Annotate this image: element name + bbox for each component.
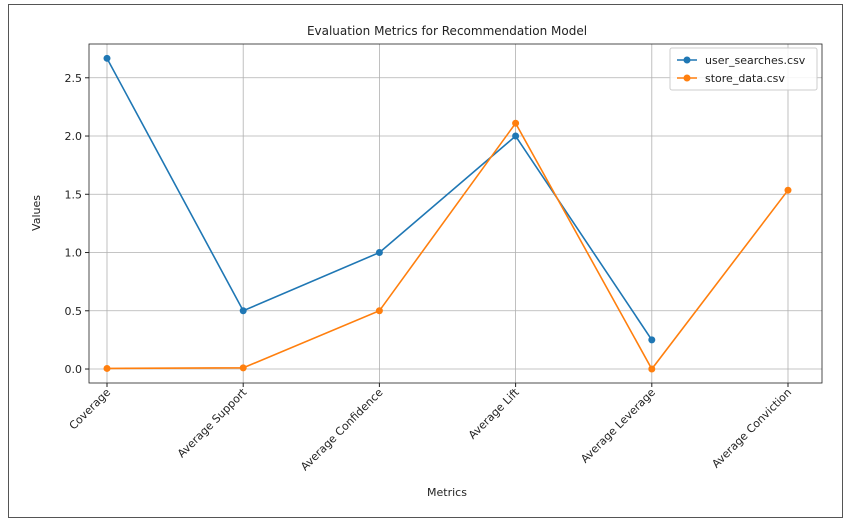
y-tick-label: 2.0: [65, 130, 83, 143]
x-tick-label: Average Conviction: [709, 386, 794, 471]
y-tick-label: 0.5: [65, 305, 83, 318]
legend-box: [669, 47, 818, 91]
y-tick-label: 1.0: [65, 247, 83, 260]
y-tick-label: 2.5: [65, 72, 83, 85]
x-tick-label: Average Confidence: [298, 386, 386, 474]
y-tick-label: 0.0: [65, 363, 83, 376]
chart-title: Evaluation Metrics for Recommendation Mo…: [307, 24, 587, 38]
plot-frame: [88, 43, 823, 384]
frame: [8, 4, 843, 518]
data-point: [375, 307, 383, 315]
data-point: [239, 364, 247, 372]
x-tick-label: Average Lift: [466, 385, 522, 441]
data-point: [103, 54, 111, 62]
legend-label: store_data.csv: [705, 72, 785, 85]
series-line: [106, 121, 789, 371]
data-point: [512, 119, 520, 127]
data-point: [784, 186, 792, 194]
data-point: [648, 365, 656, 373]
x-axis-label: Metrics: [427, 486, 467, 499]
x-tick-label: Average Support: [175, 385, 250, 460]
data-point: [239, 307, 247, 315]
y-axis-label: Values: [30, 195, 43, 231]
data-point: [648, 336, 656, 344]
x-tick-label: Average Leverage: [578, 386, 658, 466]
data-point: [512, 132, 520, 140]
x-tick-label: Coverage: [67, 386, 114, 433]
legend-marker: [683, 56, 691, 64]
data-point: [103, 364, 111, 372]
legend-marker: [683, 74, 691, 82]
legend-label: user_searches.csv: [705, 54, 806, 67]
data-point: [375, 249, 383, 257]
y-tick-label: 1.5: [65, 188, 83, 201]
